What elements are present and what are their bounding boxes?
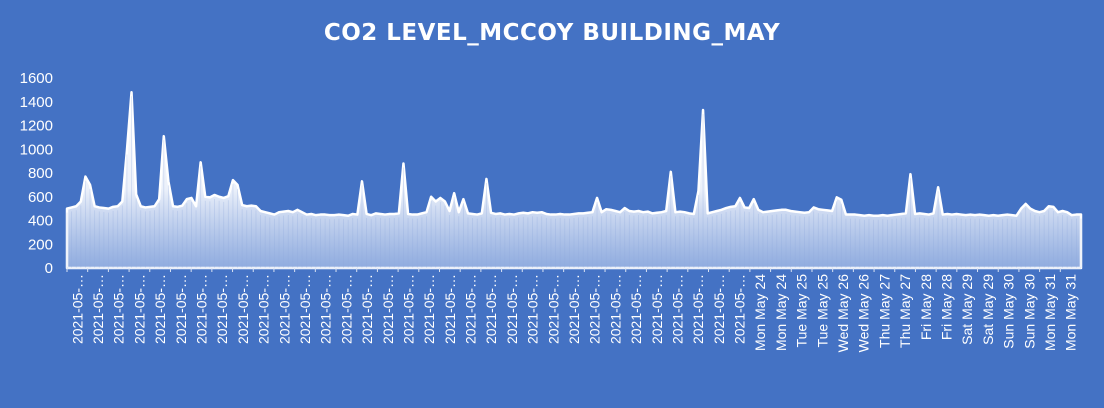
x-tick-label: 2021-05-…: [338, 274, 354, 344]
x-tick-label: 2021-05-…: [649, 274, 665, 344]
x-tick-label: Tue May 25: [794, 274, 810, 348]
x-tick-label: 2021-05-…: [525, 274, 541, 344]
x-tick-label: 2021-05-…: [628, 274, 644, 344]
x-tick-label: 2021-05-…: [607, 274, 623, 344]
y-tick-label: 1600: [20, 70, 53, 87]
x-tick-label: 2021-05-…: [732, 274, 748, 344]
x-tick-label: 2021-05-…: [131, 274, 147, 344]
x-tick-label: 2021-05-…: [69, 274, 85, 344]
x-tick-label: 2021-05-…: [152, 274, 168, 344]
x-tick-label: Sun May 30: [1021, 274, 1037, 349]
x-tick-label: Tue May 25: [814, 274, 830, 348]
x-tick-label: 2021-05-…: [90, 274, 106, 344]
x-tick-label: 2021-05-…: [297, 274, 313, 344]
x-tick-label: Wed May 26: [835, 274, 851, 353]
x-tick-label: Wed May 26: [856, 274, 872, 353]
y-tick-label: 1200: [20, 118, 53, 135]
x-tick-label: 2021-05-…: [669, 274, 685, 344]
x-tick-label: 2021-05-…: [587, 274, 603, 344]
x-tick-label: 2021-05-…: [442, 274, 458, 344]
x-tick-label: 2021-05-…: [256, 274, 272, 344]
x-tick-label: Sun May 30: [1001, 274, 1017, 349]
x-tick-label: 2021-05-…: [504, 274, 520, 344]
x-tick-label: Mon May 31: [1042, 274, 1058, 351]
x-tick-label: Thu May 27: [876, 274, 892, 348]
x-tick-label: Fri May 28: [938, 274, 954, 340]
x-tick-label: 2021-05-…: [380, 274, 396, 344]
x-tick-label: 2021-05-…: [421, 274, 437, 344]
x-tick-label: 2021-05-…: [214, 274, 230, 344]
y-tick-label: 600: [28, 189, 53, 206]
x-tick-label: 2021-05-…: [111, 274, 127, 344]
x-tick-label: 2021-05-…: [690, 274, 706, 344]
y-tick-label: 400: [28, 213, 53, 230]
x-tick-label: Sat May 29: [959, 274, 975, 345]
x-tick-label: 2021-05-…: [566, 274, 582, 344]
x-tick-label: 2021-05-…: [463, 274, 479, 344]
x-tick-label: Sat May 29: [980, 274, 996, 345]
x-tick-label: 2021-05-…: [235, 274, 251, 344]
x-tick-label: 2021-05-…: [318, 274, 334, 344]
x-tick-label: 2021-05-…: [359, 274, 375, 344]
y-tick-label: 1400: [20, 94, 53, 111]
x-tick-label: 2021-05-…: [545, 274, 561, 344]
x-tick-label: 2021-05-…: [276, 274, 292, 344]
x-tick-label: 2021-05-…: [400, 274, 416, 344]
chart-title: CO2 LEVEL_MCCOY BUILDING_MAY: [323, 20, 781, 46]
y-tick-label: 200: [28, 236, 53, 253]
co2-area-series: [65, 91, 1083, 270]
x-tick-label: Mon May 24: [752, 274, 768, 351]
x-tick-label: 2021-05-…: [711, 274, 727, 344]
y-tick-label: 1000: [20, 141, 53, 158]
x-tick-label: 2021-05-…: [173, 274, 189, 344]
y-tick-label: 0: [45, 260, 53, 277]
x-tick-label: Mon May 31: [1063, 274, 1079, 351]
x-tick-label: Fri May 28: [918, 274, 934, 340]
x-tick-label: Mon May 24: [773, 274, 789, 351]
x-tick-label: 2021-05-…: [194, 274, 210, 344]
x-tick-label: Thu May 27: [897, 274, 913, 348]
y-tick-label: 800: [28, 165, 53, 182]
x-tick-label: 2021-05-…: [483, 274, 499, 344]
